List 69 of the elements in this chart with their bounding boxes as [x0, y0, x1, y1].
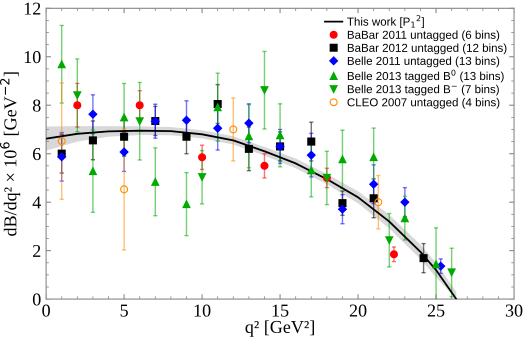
x-tick-label: 15: [272, 304, 288, 317]
point: [390, 250, 398, 258]
y-tick-label: 0: [32, 293, 41, 306]
y-tick-label: 8: [32, 99, 41, 112]
point: [448, 268, 456, 276]
x-tick-label: 30: [506, 304, 522, 317]
point: [400, 214, 409, 222]
legend-label: Belle 2013 tagged B$^{0}$ (13 bins): [348, 70, 504, 82]
y-tick-label: 12: [24, 2, 40, 15]
point: [182, 116, 191, 125]
point: [88, 110, 98, 119]
point: [338, 204, 347, 214]
y-tick-label: 10: [24, 51, 41, 64]
point: [420, 254, 428, 262]
point: [244, 132, 253, 140]
point: [88, 136, 97, 144]
point: [306, 150, 316, 160]
point: [182, 200, 191, 208]
point: [58, 60, 66, 68]
x-axis-title: q² [GeV²]: [245, 320, 314, 337]
legend-label: This work [P$_{1}$$^{2}$]: [347, 15, 424, 28]
point: [136, 117, 144, 126]
point: [370, 153, 378, 162]
point: [244, 118, 254, 128]
x-tick-label: 5: [120, 304, 128, 317]
point: [338, 155, 346, 164]
point: [370, 194, 378, 202]
x-tick-label: 25: [428, 304, 444, 317]
y-tick-label: 2: [33, 244, 40, 257]
point: [276, 131, 284, 140]
point: [182, 132, 191, 141]
point: [136, 101, 144, 110]
legend-label: CLEO 2007 untagged (4 bins): [348, 98, 500, 109]
point: [120, 148, 129, 156]
point: [260, 86, 269, 94]
legend-label: Belle 2013 tagged B$^{−}$ (7 bins): [348, 84, 499, 96]
y-axis-title: dB/dq² × 10$^{6}$ [GeV$^{−2}$]: [0, 72, 20, 236]
point: [307, 138, 316, 146]
point: [120, 113, 128, 122]
point: [432, 260, 440, 268]
point: [307, 166, 316, 174]
point: [369, 180, 378, 189]
point: [229, 125, 238, 134]
x-tick-label: 10: [194, 304, 210, 317]
y-tick-label: 4: [32, 196, 41, 208]
point: [244, 144, 253, 153]
point: [151, 178, 160, 186]
legend-label: BaBar 2012 untagged (12 bins): [348, 43, 506, 54]
point: [198, 173, 206, 182]
point: [385, 236, 394, 244]
point: [88, 167, 97, 176]
point: [338, 199, 346, 208]
legend-label: Belle 2011 untagged (13 bins): [348, 56, 500, 68]
point: [73, 91, 82, 100]
y-tick-label: 6: [33, 148, 41, 160]
point: [120, 185, 128, 194]
legend-label: BaBar 2011 untagged (6 bins): [348, 30, 500, 42]
point: [214, 103, 222, 112]
x-tick-label: 20: [350, 304, 366, 317]
point: [73, 101, 82, 110]
point: [120, 132, 128, 141]
point: [260, 162, 269, 170]
point: [374, 198, 382, 206]
point: [57, 152, 66, 162]
point: [400, 198, 410, 207]
point: [213, 124, 222, 133]
x-tick-label: 0: [42, 304, 50, 317]
point: [58, 137, 66, 146]
point: [198, 153, 206, 162]
